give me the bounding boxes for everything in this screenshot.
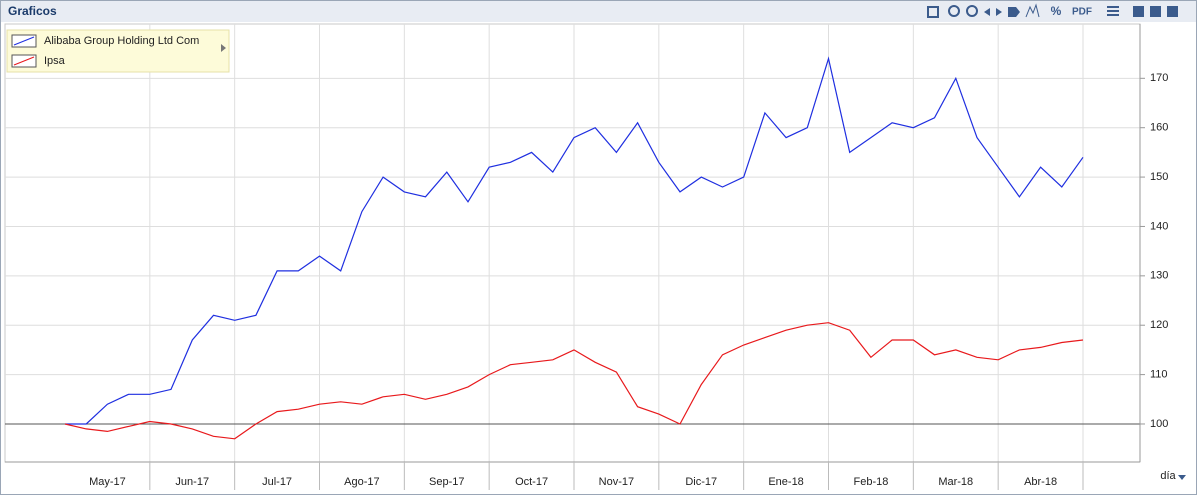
- legend-label: Ipsa: [44, 55, 66, 67]
- menu-icon[interactable]: [1107, 6, 1119, 16]
- y-tick-label: 170: [1150, 72, 1168, 84]
- x-tick-label: May-17: [89, 476, 126, 488]
- fullscreen-icon[interactable]: [927, 6, 939, 18]
- y-tick-label: 130: [1150, 270, 1168, 282]
- series-line: [65, 56, 1084, 425]
- pdf-button[interactable]: PDF: [1072, 7, 1092, 18]
- indicator-icon[interactable]: [1025, 3, 1040, 18]
- panel-header: [1, 1, 1196, 22]
- pan-icon[interactable]: [984, 8, 1002, 16]
- x-tick-label: Ago-17: [344, 476, 379, 488]
- x-tick-label: Feb-18: [853, 476, 888, 488]
- y-tick-label: 160: [1150, 122, 1168, 134]
- legend-swatch: [13, 56, 35, 66]
- zoom-in-icon[interactable]: [948, 5, 960, 17]
- interval-selector[interactable]: día: [1160, 470, 1176, 482]
- y-tick-label: 110: [1150, 369, 1168, 381]
- maximize-icon[interactable]: [1150, 6, 1161, 17]
- x-tick-label: Ene-18: [768, 476, 803, 488]
- x-tick-label: Jun-17: [175, 476, 209, 488]
- x-tick-label: Oct-17: [515, 476, 548, 488]
- toolbar: % PDF: [927, 3, 1178, 18]
- legend-expand: [221, 44, 226, 52]
- x-tick-label: Nov-17: [599, 476, 634, 488]
- x-tick-label: Mar-18: [938, 476, 973, 488]
- x-tick-label: Abr-18: [1024, 476, 1057, 488]
- dropdown-arrow[interactable]: [1178, 475, 1186, 480]
- y-tick-label: 150: [1150, 171, 1168, 183]
- minimize-icon[interactable]: [1133, 6, 1144, 17]
- tag-icon[interactable]: [1008, 7, 1020, 17]
- percent-button[interactable]: %: [1051, 4, 1062, 18]
- plot-area: [4, 23, 1141, 463]
- legend-box: [6, 29, 230, 73]
- y-tick-label: 100: [1150, 418, 1168, 430]
- legend-swatch: [13, 36, 35, 46]
- series-line: [64, 322, 1084, 440]
- y-tick-label: 120: [1150, 319, 1168, 331]
- plot: [5, 24, 1140, 462]
- zoom-out-icon[interactable]: [966, 5, 978, 17]
- legend: Alibaba Group Holding Ltd Com Ipsa: [6, 29, 230, 73]
- legend-label: Alibaba Group Holding Ltd Com: [44, 35, 199, 47]
- close-icon[interactable]: [1167, 6, 1178, 17]
- panel-title: Graficos: [8, 4, 57, 18]
- x-tick-label: Dic-17: [685, 476, 717, 488]
- x-tick-label: Sep-17: [429, 476, 464, 488]
- x-tick-label: Jul-17: [262, 476, 292, 488]
- y-tick-label: 140: [1150, 220, 1168, 232]
